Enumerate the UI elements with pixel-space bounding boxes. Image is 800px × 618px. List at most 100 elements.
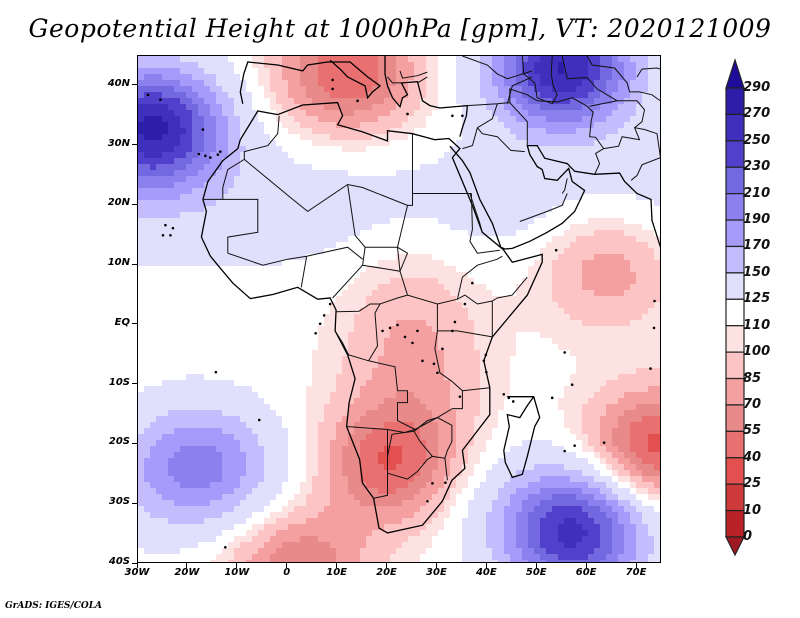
field-cell (444, 146, 451, 153)
field-cell (306, 230, 313, 237)
field-cell (330, 362, 337, 369)
field-cell (348, 80, 355, 87)
field-cell (606, 86, 613, 93)
field-cell (336, 80, 343, 87)
field-cell (438, 74, 445, 81)
field-cell (396, 386, 403, 393)
field-cell (282, 356, 289, 363)
field-cell (468, 92, 475, 99)
field-cell (438, 224, 445, 231)
field-cell (480, 56, 487, 63)
field-cell (222, 254, 229, 261)
field-cell (270, 392, 277, 399)
field-cell (150, 320, 157, 327)
field-cell (456, 200, 463, 207)
field-cell (582, 110, 589, 117)
field-cell (288, 200, 295, 207)
field-cell (228, 236, 235, 243)
field-cell (516, 122, 523, 129)
field-cell (558, 242, 565, 249)
field-cell (252, 392, 259, 399)
field-cell (192, 290, 199, 297)
field-cell (282, 218, 289, 225)
field-cell (654, 260, 660, 267)
field-cell (606, 62, 613, 69)
field-cell (294, 80, 301, 87)
field-cell (336, 248, 343, 255)
field-cell (648, 338, 655, 345)
field-cell (408, 308, 415, 315)
field-cell (528, 272, 535, 279)
field-cell (288, 158, 295, 165)
field-cell (234, 170, 241, 177)
field-cell (348, 92, 355, 99)
field-cell (456, 194, 463, 201)
field-cell (204, 266, 211, 273)
field-cell (162, 236, 169, 243)
field-cell (600, 86, 607, 93)
field-cell (198, 248, 205, 255)
field-cell (198, 380, 205, 387)
field-cell (282, 116, 289, 123)
field-cell (270, 212, 277, 219)
field-cell (420, 350, 427, 357)
field-cell (420, 56, 427, 63)
field-cell (234, 326, 241, 333)
field-cell (162, 242, 169, 249)
field-cell (408, 152, 415, 159)
field-cell (426, 206, 433, 213)
field-cell (246, 116, 253, 123)
field-cell (420, 200, 427, 207)
field-cell (324, 344, 331, 351)
field-cell (360, 110, 367, 117)
field-cell (444, 242, 451, 249)
field-cell (570, 260, 577, 267)
field-cell (576, 356, 583, 363)
field-cell (564, 56, 571, 63)
field-cell (372, 122, 379, 129)
field-cell (252, 266, 259, 273)
field-cell (180, 374, 187, 381)
field-cell (234, 338, 241, 345)
field-cell (624, 116, 631, 123)
field-cell (276, 368, 283, 375)
field-cell (612, 152, 619, 159)
field-cell (510, 368, 517, 375)
field-cell (444, 56, 451, 63)
field-cell (504, 62, 511, 69)
field-cell (234, 374, 241, 381)
field-cell (186, 110, 193, 117)
field-cell (324, 302, 331, 309)
field-cell (204, 242, 211, 249)
field-cell (330, 278, 337, 285)
field-cell (234, 290, 241, 297)
field-cell (210, 116, 217, 123)
field-cell (654, 62, 660, 69)
field-cell (426, 386, 433, 393)
field-cell (522, 278, 529, 285)
field-cell (276, 236, 283, 243)
field-cell (324, 212, 331, 219)
field-cell (546, 134, 553, 141)
field-cell (186, 104, 193, 111)
field-cell (240, 194, 247, 201)
field-cell (498, 170, 505, 177)
field-cell (444, 188, 451, 195)
field-cell (216, 356, 223, 363)
field-cell (564, 110, 571, 117)
field-cell (576, 248, 583, 255)
field-cell (174, 116, 181, 123)
field-cell (168, 236, 175, 243)
field-cell (570, 278, 577, 285)
field-cell (174, 170, 181, 177)
field-cell (342, 314, 349, 321)
field-cell (546, 266, 553, 273)
field-cell (468, 188, 475, 195)
field-cell (288, 62, 295, 69)
field-cell (144, 140, 151, 147)
field-cell (264, 308, 271, 315)
field-cell (660, 344, 661, 351)
field-cell (534, 176, 541, 183)
field-cell (570, 164, 577, 171)
field-cell (330, 122, 337, 129)
